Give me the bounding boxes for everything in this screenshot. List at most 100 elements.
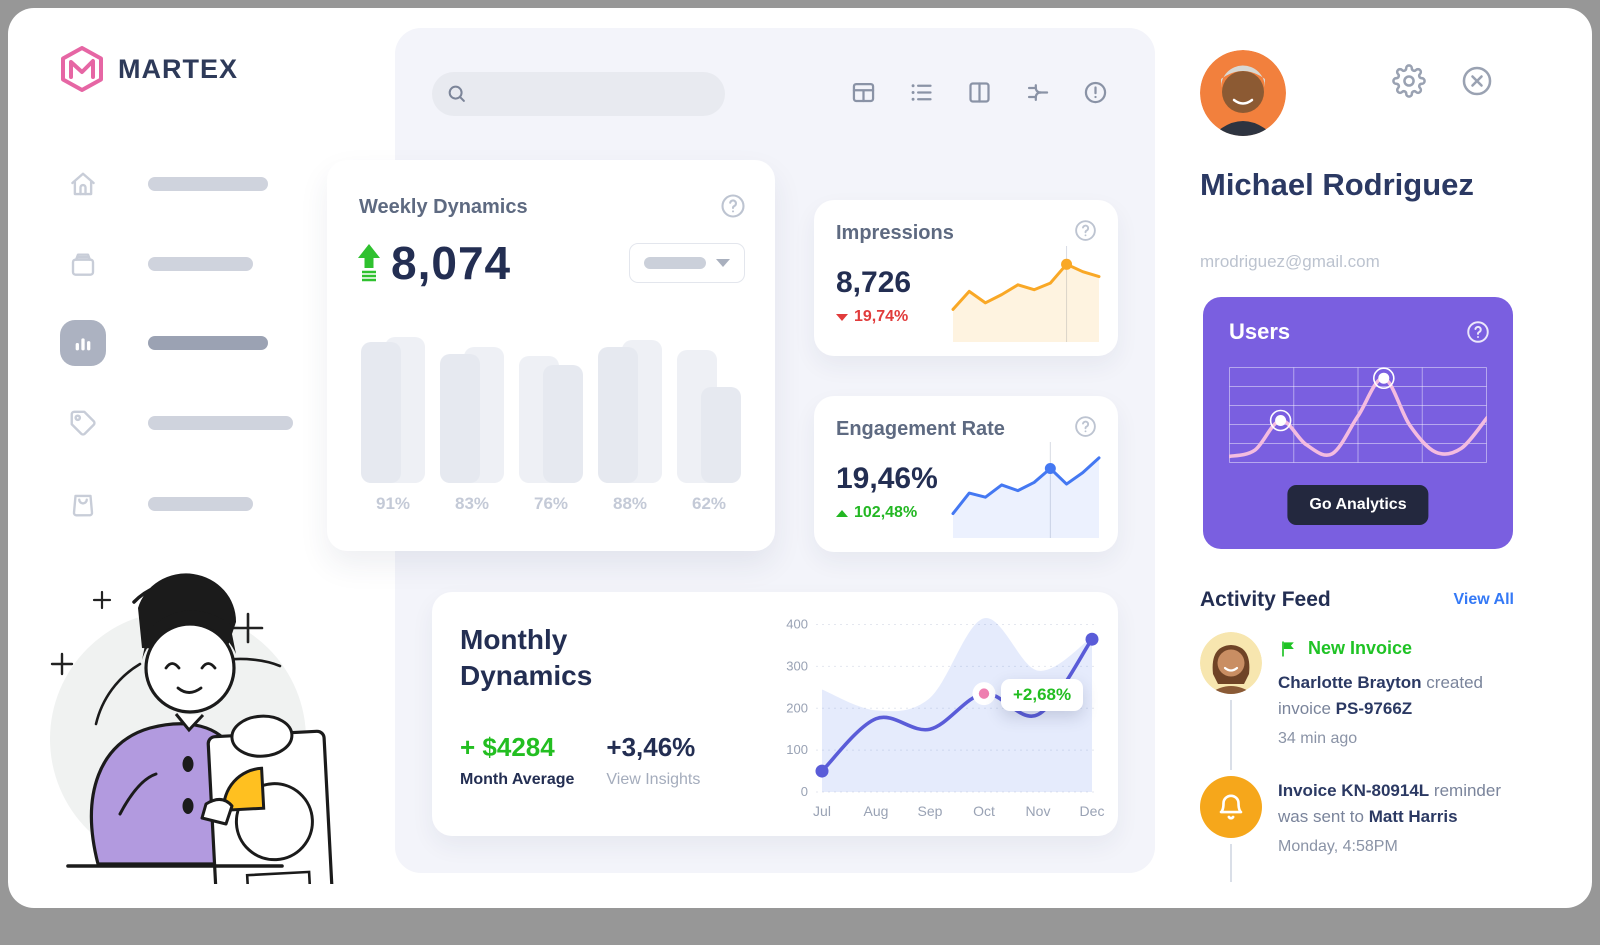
month-average-stat: + $4284 Month Average	[460, 732, 574, 789]
period-select[interactable]	[629, 243, 745, 283]
sidebar-item-home[interactable]	[60, 160, 268, 208]
actor-name: Charlotte Brayton	[1278, 673, 1422, 692]
svg-text:0: 0	[801, 784, 808, 799]
engagement-value: 19,46%	[836, 462, 938, 495]
svg-text:Oct: Oct	[973, 803, 995, 819]
weekly-dynamics-card: Weekly Dynamics 8,074 91% 83% 76% 88% 62%	[327, 160, 775, 551]
monthly-title: Monthly Dynamics	[460, 624, 593, 691]
profile-email: mrodriguez@gmail.com	[1200, 252, 1380, 271]
feed-connector	[1230, 700, 1232, 770]
svg-text:Jul: Jul	[813, 803, 831, 819]
monthly-chart: 400 300 200 100 0 Jul Aug Sep Oct Nov Dec +2,68%	[776, 604, 1112, 822]
brand-name: MARTEX	[118, 53, 238, 84]
search-icon	[448, 85, 465, 102]
svg-text:200: 200	[786, 700, 808, 715]
search-input[interactable]	[476, 85, 696, 103]
card-title: Weekly Dynamics	[359, 196, 528, 218]
recipient-name: Matt Harris	[1368, 807, 1458, 826]
bar-group	[519, 323, 583, 483]
bar-group	[440, 323, 504, 483]
engagement-delta: 102,48%	[854, 504, 918, 521]
sidebar-item-tags[interactable]	[60, 399, 293, 447]
chevron-down-icon	[716, 259, 730, 267]
view-insights-link[interactable]: View Insights	[606, 771, 701, 788]
month-average-label: Month Average	[460, 771, 575, 788]
triangle-up-icon	[836, 509, 848, 517]
svg-text:Aug: Aug	[864, 803, 889, 819]
engagement-sparkline	[951, 442, 1101, 538]
main-panel: Weekly Dynamics 8,074 91% 83% 76% 88% 62% Im…	[327, 28, 1155, 873]
view-all-link[interactable]: View All	[1453, 591, 1514, 608]
chart-tooltip: +2,68%	[1001, 678, 1084, 711]
action-text: created invoice	[1278, 673, 1484, 718]
monthly-line-chart: 400 300 200 100 0 Jul Aug Sep Oct Nov Dec	[786, 617, 1105, 819]
view-toolbar	[849, 78, 1109, 106]
card-title: Engagement Rate	[836, 418, 1005, 440]
monthly-stats: + $4284 Month Average +3,46% View Insigh…	[460, 732, 700, 789]
bell-icon	[1219, 794, 1243, 820]
svg-text:Nov: Nov	[1026, 803, 1051, 819]
help-icon[interactable]	[719, 192, 747, 220]
feed-timestamp: Monday, 4:58PM	[1278, 838, 1398, 855]
analytics-illustration	[38, 564, 338, 884]
profile-name: Michael Rodriguez	[1200, 167, 1474, 202]
alert-icon[interactable]	[1081, 78, 1109, 106]
martex-logo-icon	[61, 46, 103, 92]
close-icon[interactable]	[1460, 64, 1494, 98]
search-bar[interactable]	[432, 72, 725, 116]
bar-label: 62%	[691, 494, 727, 513]
sidebar-item-orders[interactable]	[60, 480, 253, 528]
chart-icon	[60, 320, 106, 366]
gear-icon[interactable]	[1392, 64, 1426, 98]
arrow-up-icon	[358, 244, 380, 282]
archive-icon	[60, 241, 106, 287]
tag-icon	[60, 400, 106, 446]
weekly-bar-labels: 91% 83% 76% 88% 62%	[361, 494, 741, 514]
activity-feed-header: Activity Feed View All	[1200, 588, 1514, 612]
card-title: Impressions	[836, 222, 954, 244]
triangle-down-icon	[836, 313, 848, 321]
list-view-icon[interactable]	[907, 78, 935, 106]
users-wave-chart	[1229, 367, 1487, 463]
go-analytics-button[interactable]: Go Analytics	[1287, 485, 1429, 525]
help-icon[interactable]	[1073, 218, 1098, 243]
invoice-id: Invoice KN-80914L	[1278, 781, 1430, 800]
reminder-badge	[1200, 776, 1262, 838]
impressions-card: Impressions 8,726 19,74%	[814, 200, 1118, 356]
brand-logo[interactable]: MARTEX	[60, 46, 238, 92]
users-card: Users Go Analytics	[1203, 297, 1513, 549]
sidebar-item-analytics[interactable]	[60, 319, 268, 367]
nav-placeholder	[148, 497, 253, 511]
profile-avatar[interactable]	[1200, 50, 1286, 136]
impressions-sparkline	[951, 246, 1101, 342]
flow-view-icon[interactable]	[1023, 78, 1051, 106]
feed-item-text: Charlotte Brayton created invoice PS-976…	[1278, 670, 1530, 722]
svg-text:Dec: Dec	[1080, 803, 1105, 819]
feed-item-text: Invoice KN-80914L reminder was sent to M…	[1278, 778, 1530, 830]
bar-label: 76%	[533, 494, 569, 513]
feed-avatar[interactable]	[1200, 632, 1262, 694]
nav-placeholder	[148, 336, 268, 350]
insight-value: +3,46%	[606, 732, 696, 762]
month-average-value: + $4284	[460, 732, 555, 762]
help-icon[interactable]	[1465, 319, 1491, 345]
table-view-icon[interactable]	[849, 78, 877, 106]
feed-badge: New Invoice	[1278, 638, 1412, 659]
page: MARTEX	[8, 8, 1592, 908]
weekly-value: 8,074	[391, 237, 512, 289]
select-placeholder	[644, 257, 706, 269]
columns-view-icon[interactable]	[965, 78, 993, 106]
bar-label: 88%	[612, 494, 648, 513]
bag-icon	[60, 481, 106, 527]
nav-placeholder	[148, 177, 268, 191]
svg-text:400: 400	[786, 617, 808, 632]
invoice-id: PS-9766Z	[1335, 699, 1413, 718]
home-icon	[60, 161, 106, 207]
monthly-dynamics-card: Monthly Dynamics + $4284 Month Average +…	[432, 592, 1118, 836]
nav-placeholder	[148, 416, 293, 430]
feed-connector	[1230, 844, 1232, 882]
help-icon[interactable]	[1073, 414, 1098, 439]
sidebar-item-products[interactable]	[60, 240, 253, 288]
bar-group	[598, 323, 662, 483]
